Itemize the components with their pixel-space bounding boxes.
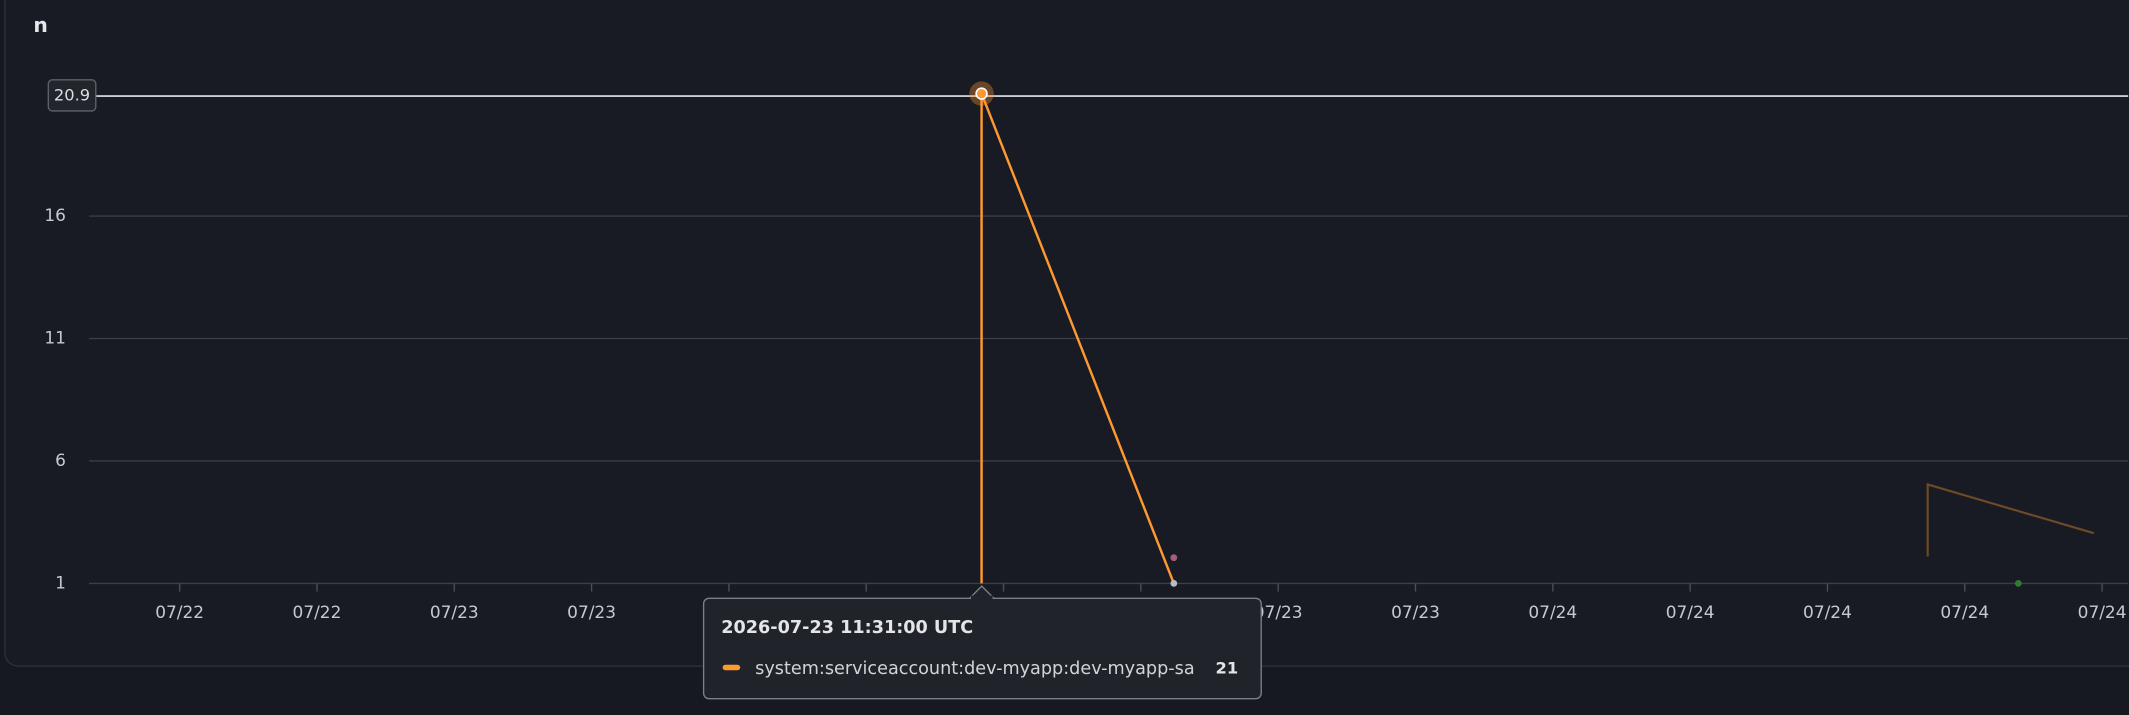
series-point bbox=[1170, 554, 1178, 562]
x-tick-label: 07/23 bbox=[1391, 602, 1440, 622]
panel-title[interactable]: n bbox=[33, 13, 47, 37]
x-tick-label: 07/22 bbox=[155, 602, 204, 622]
series-line bbox=[1926, 483, 2095, 557]
series-point bbox=[2014, 580, 2022, 587]
x-tick-label: 07/24 bbox=[1528, 602, 1577, 622]
x-tick-label: 07/24 bbox=[2078, 602, 2127, 622]
crosshair-label: 20.9 bbox=[54, 86, 90, 105]
x-tick-label: 07/23 bbox=[430, 602, 479, 622]
tooltip: 2026-07-23 11:31:00 UTC system:serviceac… bbox=[702, 585, 1262, 700]
tooltip-swatch bbox=[722, 664, 741, 671]
tooltip-time: 2026-07-23 11:31:00 UTC bbox=[721, 618, 973, 638]
crosshair-label-box bbox=[47, 79, 97, 112]
tooltip-arrow-cover bbox=[970, 595, 993, 600]
end-point bbox=[1170, 580, 1178, 587]
x-tick-label: 07/24 bbox=[1666, 602, 1715, 622]
x-tick-label: 07/24 bbox=[1940, 602, 1989, 622]
y-tick-label: 11 bbox=[44, 328, 66, 348]
x-tick-label: 07/24 bbox=[1803, 602, 1852, 622]
y-tick-label: 16 bbox=[44, 205, 66, 225]
hover-point bbox=[975, 87, 988, 100]
tooltip-value: 21 bbox=[1216, 658, 1239, 677]
y-tick-label: 6 bbox=[55, 450, 66, 470]
tooltip-series-name: system:serviceaccount:dev-myapp:dev-myap… bbox=[755, 659, 1194, 679]
x-tick-label: 07/22 bbox=[293, 602, 342, 622]
y-tick-label: 1 bbox=[55, 572, 66, 592]
tooltip-box bbox=[702, 597, 1262, 700]
panel bbox=[4, 0, 2129, 667]
x-tick-label: 07/23 bbox=[567, 602, 616, 622]
x-tick-label: 07/23 bbox=[1254, 602, 1303, 622]
